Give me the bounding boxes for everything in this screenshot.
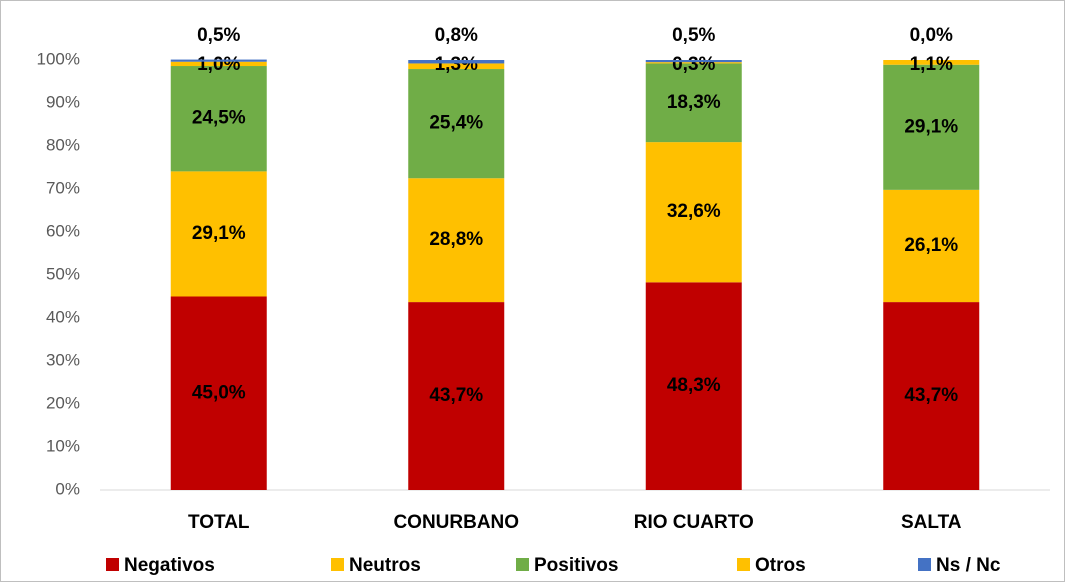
y-tick-label: 70%: [46, 178, 80, 197]
legend-label: Positivos: [534, 555, 618, 576]
value-label: 0,3%: [672, 54, 715, 75]
bar-segment: [408, 302, 505, 490]
bar-segment: [170, 59, 267, 62]
value-label: 29,1%: [904, 116, 958, 137]
y-tick-label: 40%: [46, 307, 80, 326]
bar-segment: [408, 178, 505, 303]
value-label: 43,7%: [904, 385, 958, 406]
bar-segment: [645, 63, 742, 143]
bar-segment: [645, 60, 742, 63]
value-label: 0,5%: [197, 25, 240, 46]
bar-segment: [170, 66, 267, 172]
value-label: 18,3%: [667, 92, 721, 113]
bar-segment: [883, 60, 980, 65]
bar-segment: [645, 282, 742, 490]
legend-swatch: [737, 558, 750, 571]
bar-segment: [408, 60, 505, 64]
value-label: 0,0%: [910, 25, 953, 46]
x-tick-label: RIO CUARTO: [634, 512, 754, 533]
legend-label: Neutros: [349, 555, 421, 576]
y-tick-label: 0%: [55, 479, 80, 498]
x-tick-label: TOTAL: [188, 512, 250, 533]
value-label: 43,7%: [429, 385, 483, 406]
y-tick-label: 60%: [46, 221, 80, 240]
bar-segment: [170, 296, 267, 490]
bar-segment: [645, 142, 742, 283]
y-tick-label: 100%: [37, 49, 80, 68]
y-tick-label: 50%: [46, 264, 80, 283]
value-label: 29,1%: [192, 223, 246, 244]
value-label: 0,8%: [435, 25, 478, 46]
bar-segment: [408, 69, 505, 179]
y-tick-label: 20%: [46, 393, 80, 412]
legend-label: Negativos: [124, 555, 215, 576]
bar-segment: [170, 61, 267, 67]
legend-swatch: [106, 558, 119, 571]
y-tick-label: 90%: [46, 92, 80, 111]
value-label: 48,3%: [667, 375, 721, 396]
value-label: 45,0%: [192, 382, 246, 403]
legend-label: Otros: [755, 555, 806, 576]
x-tick-label: SALTA: [901, 512, 962, 533]
legend-label: Ns / Nc: [936, 555, 1001, 576]
bar-segment: [883, 64, 980, 190]
bar-segment: [170, 171, 267, 297]
value-label: 25,4%: [429, 113, 483, 134]
legend-swatch: [331, 558, 344, 571]
y-tick-label: 10%: [46, 436, 80, 455]
bar-segment: [645, 62, 742, 64]
y-tick-label: 80%: [46, 135, 80, 154]
value-label: 28,8%: [429, 229, 483, 250]
y-tick-label: 30%: [46, 350, 80, 369]
value-label: 32,6%: [667, 201, 721, 222]
x-tick-label: CONURBANO: [393, 512, 519, 533]
bar-segment: [883, 189, 980, 303]
value-label: 1,1%: [910, 54, 953, 75]
value-label: 26,1%: [904, 235, 958, 256]
value-label: 0,5%: [672, 25, 715, 46]
legend-swatch: [918, 558, 931, 571]
bar-segment: [883, 302, 980, 490]
value-label: 1,0%: [197, 54, 240, 75]
legend-swatch: [516, 558, 529, 571]
value-label: 1,3%: [435, 54, 478, 75]
value-label: 24,5%: [192, 108, 246, 129]
bar-segment: [408, 63, 505, 70]
